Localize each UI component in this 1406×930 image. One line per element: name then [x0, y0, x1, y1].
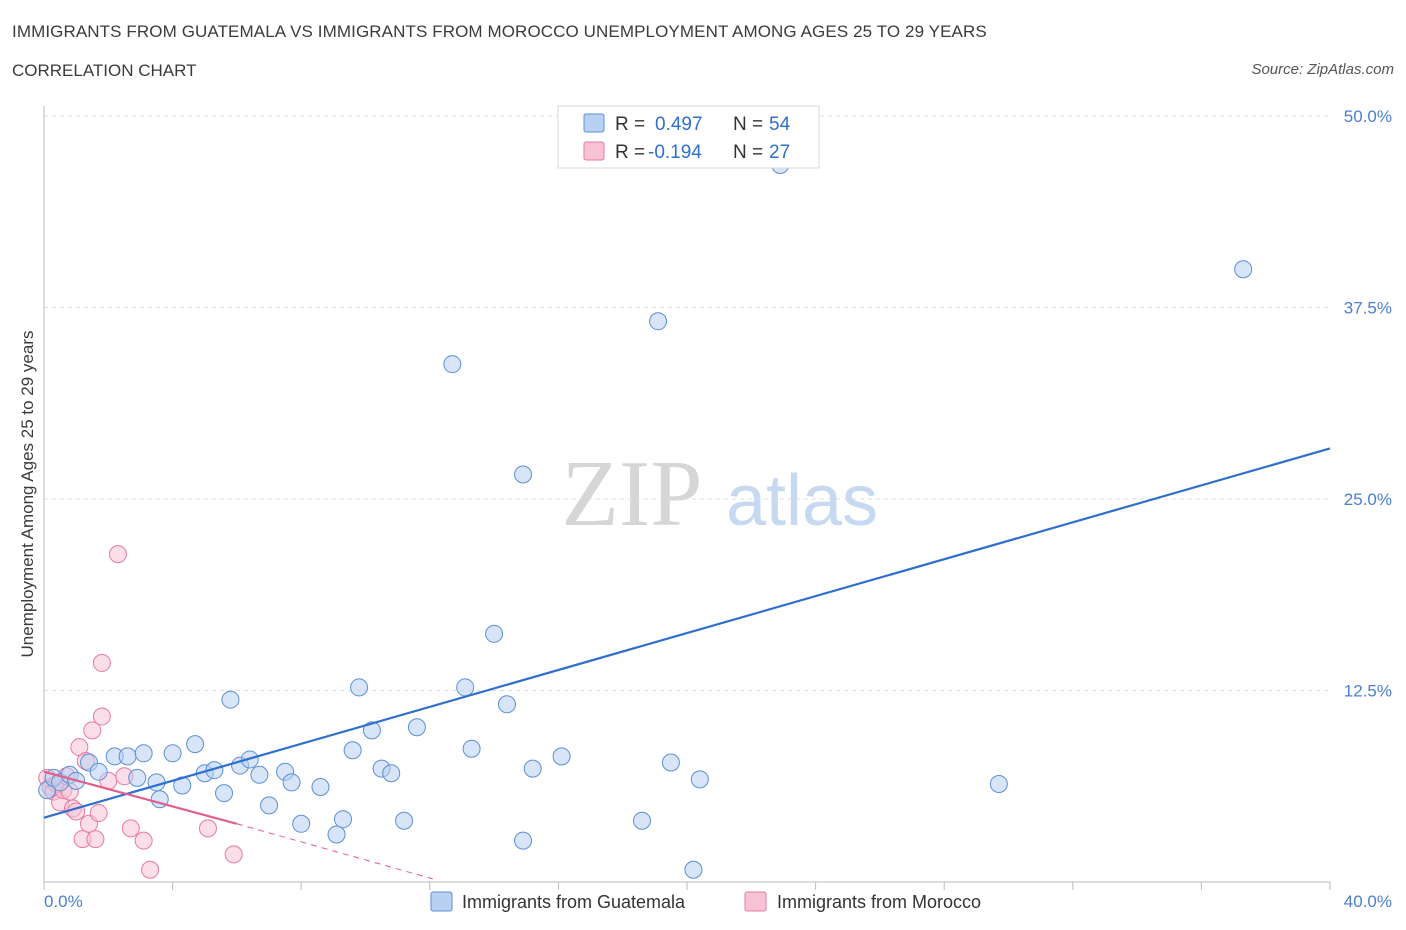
bottom-legend-label-morocco: Immigrants from Morocco: [777, 892, 981, 912]
data-point-morocco: [141, 860, 160, 879]
legend-n-value-morocco: 27: [769, 142, 790, 163]
series-legend: Immigrants from Guatemala Immigrants fro…: [430, 891, 981, 912]
data-point-guatemala: [134, 744, 153, 763]
data-point-guatemala: [514, 831, 533, 850]
chart-title: IMMIGRANTS FROM GUATEMALA VS IMMIGRANTS …: [12, 22, 987, 41]
legend-r-value-morocco: -0.194: [648, 142, 702, 163]
data-point-guatemala: [128, 768, 147, 787]
trendlines: [43, 447, 1331, 880]
data-point-guatemala: [395, 811, 414, 830]
data-point-guatemala: [989, 774, 1008, 793]
data-point-guatemala: [333, 810, 352, 829]
legend-r-label-morocco: R =: [615, 142, 645, 163]
y-tick-label: 25.0%: [1344, 490, 1392, 509]
legend-r-value-guatemala: 0.497: [655, 114, 703, 135]
data-point-guatemala: [260, 796, 279, 815]
series-guatemala: [38, 156, 1253, 879]
data-point-guatemala: [485, 624, 504, 643]
data-point-guatemala: [456, 678, 475, 697]
y-axis-label: Unemployment Among Ages 25 to 29 years: [18, 331, 37, 658]
data-point-guatemala: [497, 695, 516, 714]
data-point-guatemala: [292, 814, 311, 833]
data-point-guatemala: [552, 747, 571, 766]
data-point-morocco: [89, 804, 108, 823]
legend-n-label-guatemala: N =: [733, 114, 763, 135]
data-point-morocco: [92, 707, 111, 726]
data-point-guatemala: [462, 739, 481, 758]
data-point-guatemala: [632, 811, 651, 830]
legend-swatch-morocco: [583, 141, 605, 161]
grid-lines: [44, 115, 1330, 691]
data-point-guatemala: [147, 773, 166, 792]
x-tick-label-max: 40.0%: [1344, 892, 1392, 911]
data-point-guatemala: [382, 764, 401, 783]
trendline-morocco: [43, 770, 238, 825]
data-point-morocco: [134, 831, 153, 850]
data-point-guatemala: [186, 735, 205, 754]
legend-n-value-guatemala: 54: [769, 114, 791, 135]
data-point-morocco: [83, 721, 102, 740]
stats-legend: R = 0.497 N = 54 R = -0.194 N = 27: [557, 105, 820, 169]
source-label: Source: ZipAtlas.com: [1251, 61, 1394, 78]
data-point-guatemala: [215, 784, 234, 803]
watermark-zip: ZIP: [562, 442, 703, 546]
x-tick-label-min: 0.0%: [44, 892, 83, 911]
watermark-atlas: atlas: [726, 461, 878, 541]
data-point-guatemala: [523, 759, 542, 778]
data-point-morocco: [121, 819, 140, 838]
data-point-guatemala: [690, 770, 709, 789]
y-tick-labels: 12.5% 25.0% 37.5% 50.0%: [1344, 107, 1392, 701]
data-point-guatemala: [649, 312, 668, 331]
bottom-legend-swatch-morocco: [744, 891, 767, 912]
data-point-guatemala: [684, 860, 703, 879]
data-point-morocco: [108, 545, 127, 564]
x-ticks: [43, 882, 1331, 890]
data-point-morocco: [224, 845, 243, 864]
data-point-guatemala: [221, 690, 240, 709]
data-point-guatemala: [282, 773, 301, 792]
data-point-guatemala: [250, 765, 269, 784]
data-point-morocco: [86, 830, 105, 849]
trendline-morocco-extension: [236, 823, 434, 880]
data-point-guatemala: [118, 747, 137, 766]
data-point-morocco: [92, 653, 111, 672]
series-morocco: [38, 545, 243, 879]
data-point-guatemala: [1234, 260, 1253, 279]
data-point-guatemala: [350, 678, 369, 697]
chart-subtitle: CORRELATION CHART: [12, 61, 197, 80]
legend-n-label-morocco: N =: [733, 142, 763, 163]
y-tick-label: 50.0%: [1344, 107, 1392, 126]
data-point-guatemala: [163, 744, 182, 763]
trendline-guatemala: [43, 447, 1331, 819]
data-point-guatemala: [514, 465, 533, 484]
y-tick-label: 37.5%: [1344, 299, 1392, 318]
data-point-guatemala: [89, 762, 108, 781]
data-point-guatemala: [327, 825, 346, 844]
data-point-guatemala: [362, 721, 381, 740]
data-point-guatemala: [343, 741, 362, 760]
y-tick-label: 12.5%: [1344, 682, 1392, 701]
bottom-legend-label-guatemala: Immigrants from Guatemala: [462, 892, 686, 912]
legend-r-label-guatemala: R =: [615, 114, 645, 135]
data-point-guatemala: [661, 753, 680, 772]
data-point-guatemala: [407, 718, 426, 737]
data-point-morocco: [198, 819, 217, 838]
bottom-legend-swatch-guatemala: [430, 891, 453, 912]
legend-swatch-guatemala: [583, 113, 605, 133]
data-point-guatemala: [443, 355, 462, 374]
data-point-guatemala: [311, 778, 330, 797]
